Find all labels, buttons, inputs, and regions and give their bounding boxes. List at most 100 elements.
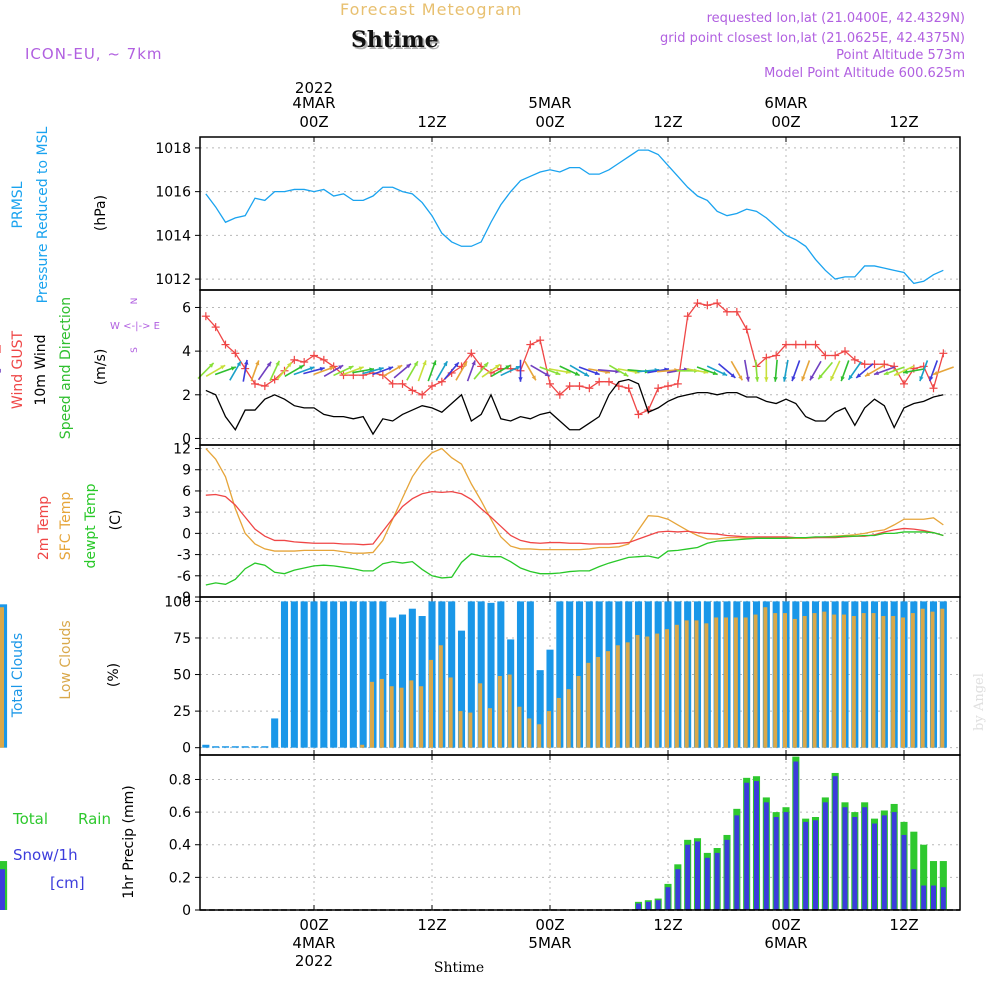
- wind-direction-arrowhead: [208, 362, 214, 368]
- bottom-day-2: 5MAR: [528, 934, 571, 952]
- snow-bar: [744, 782, 750, 910]
- wind-direction-arrowhead: [574, 371, 580, 376]
- wind-direction-arrowhead: [244, 359, 249, 365]
- top-hour-6: 12Z: [889, 113, 918, 131]
- low-cloud-bar: [930, 611, 935, 748]
- low-cloud-bar: [802, 616, 807, 748]
- cloud-label-3: (%): [106, 663, 122, 687]
- wind-direction-arrowhead: [348, 366, 354, 370]
- snow-bar: [931, 885, 936, 910]
- pressure-ytick-label: 1016: [155, 185, 191, 201]
- total-cloud-bar: [280, 601, 289, 748]
- precip-label-snow: Snow/1h: [13, 846, 78, 864]
- total-cloud-bar: [497, 601, 505, 748]
- dewpoint-line: [205, 531, 944, 586]
- total-cloud-bar: [398, 614, 407, 748]
- snow-bar: [891, 812, 897, 910]
- low-cloud-bar: [635, 635, 640, 748]
- wind-direction-arrowhead: [565, 369, 571, 375]
- low-cloud-bar: [556, 697, 561, 748]
- wind-direction-arrowhead: [883, 370, 889, 376]
- clouds-ytick-label: 0: [182, 741, 191, 757]
- low-cloud-bar: [763, 607, 768, 748]
- precip-label-total: Total: [12, 810, 48, 828]
- bottom-year: 2022: [295, 952, 333, 970]
- low-cloud-bar: [517, 706, 522, 748]
- bottom-hour-1: 00Z: [299, 916, 328, 934]
- wind-direction-arrowhead: [422, 360, 427, 366]
- point-altitude: Point Altitude 573m: [836, 48, 965, 63]
- wind-panel: 0 2 4 6: [0, 289, 961, 447]
- snow-bar: [0, 869, 5, 910]
- wind-direction-arrowhead: [594, 370, 600, 376]
- wind-direction-arrowhead: [584, 372, 590, 377]
- low-cloud-bar: [684, 620, 689, 748]
- bottom-hour-6: 12Z: [889, 916, 918, 934]
- wind-direction-arrowhead: [745, 376, 750, 382]
- low-cloud-bar: [507, 674, 512, 748]
- top-hour-4: 12Z: [653, 113, 682, 131]
- total-cloud-bar: [448, 601, 456, 748]
- low-cloud-bar: [851, 616, 856, 748]
- low-cloud-bar: [724, 617, 728, 748]
- wind-direction-arrowhead: [388, 366, 394, 371]
- low-cloud-bar: [881, 616, 886, 748]
- station-name-front: Shtime: [351, 27, 439, 53]
- low-cloud-bar: [655, 633, 660, 748]
- total-cloud-bar: [467, 601, 475, 748]
- snow-bar: [881, 815, 887, 910]
- wind-direction-arrowhead: [329, 366, 335, 371]
- precip-labels: Total Rain Snow/1h [cm] 1hr Precip (mm): [12, 785, 137, 898]
- total-cloud-bar: [359, 601, 367, 748]
- top-day-3: 6MAR: [764, 94, 807, 112]
- low-cloud-bar: [812, 613, 817, 748]
- precip-ytick-label: 0.8: [169, 772, 191, 788]
- wind-direction-arrowhead: [531, 375, 536, 381]
- total-cloud-bar: [477, 601, 485, 748]
- low-cloud-bar: [596, 656, 601, 748]
- wind-direction-arrowhead: [518, 377, 523, 382]
- wind-ytick-label: 4: [182, 344, 191, 360]
- snow-bar: [704, 857, 710, 910]
- total-cloud-bar: [546, 649, 554, 748]
- wind-direction-arrowhead: [703, 369, 709, 375]
- snow-bar: [803, 821, 809, 910]
- low-cloud-bar: [527, 718, 532, 748]
- snow-bar: [872, 823, 877, 910]
- low-cloud-bar: [576, 676, 581, 748]
- clouds-panel: 0 25 50 75 100: [0, 594, 961, 757]
- wind-direction-arrowhead: [378, 366, 384, 372]
- snow-bar: [940, 887, 946, 910]
- wind-ytick-label: 2: [182, 388, 191, 404]
- gust-line: [205, 302, 944, 416]
- low-cloud-bar: [448, 677, 453, 748]
- wind-direction-arrowhead: [856, 373, 862, 378]
- wind-direction-arrowhead: [791, 376, 796, 382]
- low-cloud-bar: [379, 678, 384, 748]
- snow-bar: [645, 901, 651, 910]
- snow-bar: [754, 781, 759, 910]
- low-cloud-bar: [773, 613, 778, 748]
- snow-bar: [714, 852, 720, 910]
- low-cloud-bar: [861, 613, 866, 748]
- snow-bar: [842, 807, 848, 910]
- wind-direction-arrowhead: [319, 366, 325, 372]
- pressure-label-3: (hPa): [93, 195, 109, 231]
- total-cloud-bar: [516, 601, 525, 748]
- precip-frame: [199, 754, 961, 911]
- low-cloud-bar: [429, 659, 433, 748]
- snow-bar: [793, 761, 799, 910]
- temp-labels: 2m Temp SFC Temp dewpt Temp (C): [36, 483, 124, 568]
- snow-bar: [724, 839, 730, 910]
- wind-direction-arrowhead: [873, 370, 879, 376]
- snow-bar: [655, 900, 661, 910]
- low-cloud-bar: [586, 662, 591, 748]
- total-cloud-bar: [379, 601, 387, 748]
- snow-bar: [665, 887, 671, 910]
- snow-bar: [901, 834, 907, 910]
- bottom-hour-4: 12Z: [653, 916, 682, 934]
- wind-line: [205, 378, 944, 436]
- wind-direction-arrowhead: [275, 360, 280, 366]
- cloud-label-2: Low Clouds: [58, 620, 74, 699]
- low-cloud-bar: [910, 613, 915, 748]
